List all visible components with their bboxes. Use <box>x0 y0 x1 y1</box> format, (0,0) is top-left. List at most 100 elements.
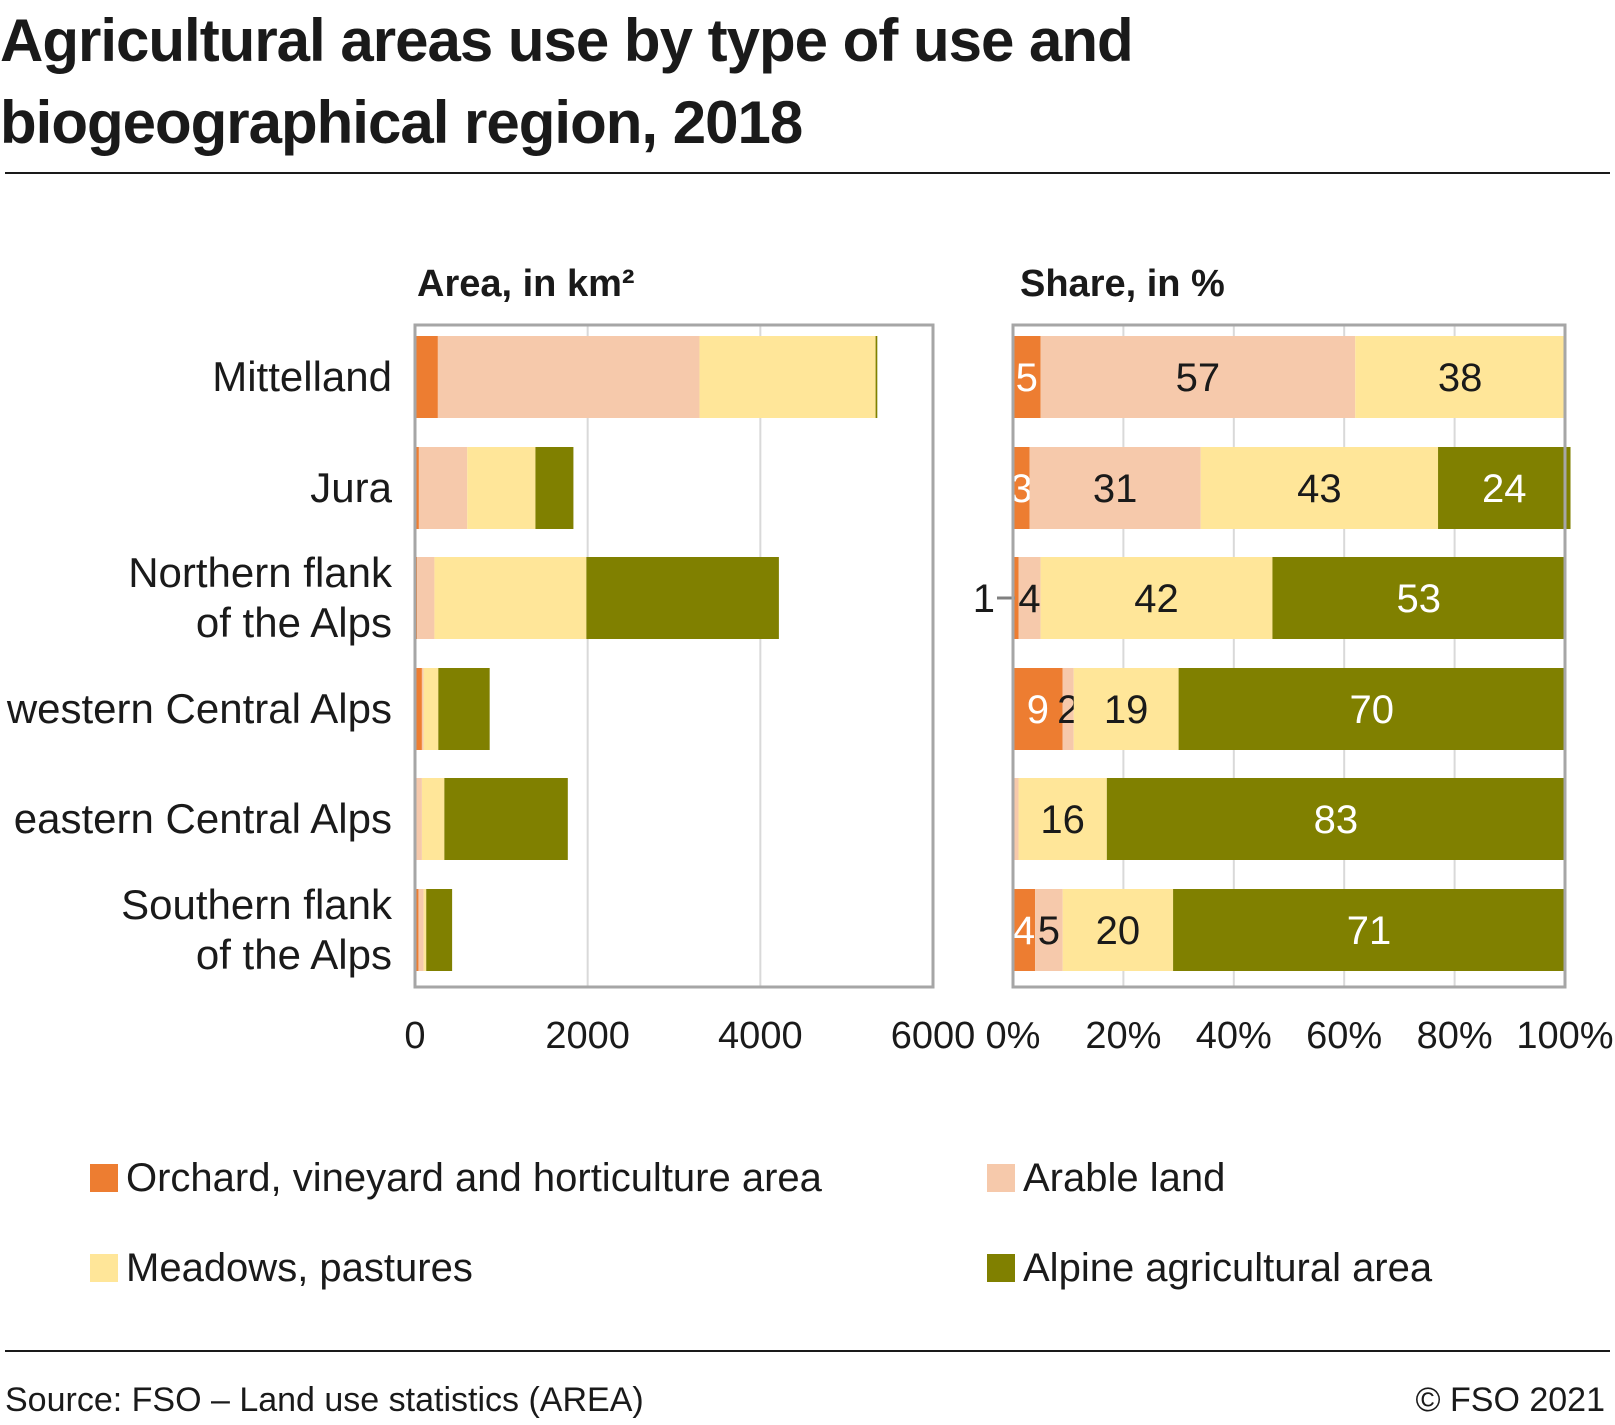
bar-0-1-2 <box>467 447 536 529</box>
bar-0-0-3 <box>875 336 878 418</box>
bar-label-1-2-3: 53 <box>1396 577 1441 621</box>
bar-0-0-2 <box>699 336 876 418</box>
x-tick-label-0-3: 6000 <box>891 1015 976 1057</box>
x-tick-label-1-5: 100% <box>1516 1015 1613 1057</box>
header-rule <box>5 172 1610 174</box>
bar-0-1-0 <box>415 447 419 529</box>
bar-1-2-1 <box>1018 557 1041 639</box>
footer-rule <box>5 1350 1610 1352</box>
bar-0-2-1 <box>417 557 435 639</box>
bar-1-3-3 <box>1178 668 1565 750</box>
panel-title-0: Area, in km² <box>417 263 635 305</box>
bar-1-3-2 <box>1073 668 1179 750</box>
bar-label-1-0-2: 38 <box>1438 356 1483 400</box>
legend-swatch-orchard <box>90 1164 118 1192</box>
category-label-line: of the Alps <box>196 599 392 646</box>
bar-1-2-3 <box>1272 557 1565 639</box>
x-tick-label-0-0: 0 <box>404 1015 425 1057</box>
copyright-note: © FSO 2021 <box>1415 1381 1605 1419</box>
legend-item-orchard: Orchard, vineyard and horticulture area <box>90 1153 822 1203</box>
bar-1-5-1 <box>1035 889 1063 971</box>
bar-label-1-3-0: 9 <box>1027 688 1049 732</box>
plot-frame-0 <box>413 323 935 989</box>
plot-frame-1 <box>1011 323 1567 989</box>
bar-label-1-5-3: 71 <box>1347 909 1392 953</box>
bar-0-1-3 <box>535 447 574 529</box>
bar-0-4-3 <box>444 778 568 860</box>
bar-1-4-2 <box>1018 778 1107 860</box>
bar-1-0-1 <box>1040 336 1356 418</box>
bar-1-5-3 <box>1173 889 1565 971</box>
chart-title-line-2: biogeographical region, 2018 <box>0 89 803 156</box>
bar-label-1-5-2: 20 <box>1096 909 1141 953</box>
bar-label-1-4-3: 83 <box>1314 798 1359 842</box>
legend-swatch-meadows <box>90 1254 118 1282</box>
legend-swatch-alpine <box>987 1254 1015 1282</box>
bar-1-4-3 <box>1106 778 1565 860</box>
legend-item-arable: Arable land <box>987 1153 1225 1203</box>
bar-1-1-2 <box>1200 447 1439 529</box>
bar-label-1-2-2: 42 <box>1134 577 1179 621</box>
bar-0-2-2 <box>434 557 587 639</box>
bar-0-3-2 <box>423 668 439 750</box>
bar-1-2-2 <box>1040 557 1273 639</box>
category-label-line: Southern flank <box>121 881 393 928</box>
bar-0-1-1 <box>418 447 468 529</box>
category-label-2: Northern flank of the Alps <box>128 549 393 646</box>
x-tick-label-1-3: 60% <box>1306 1015 1382 1057</box>
legend-label-alpine: Alpine agricultural area <box>1023 1246 1433 1290</box>
bar-0-2-3 <box>586 557 779 639</box>
bar-1-1-3 <box>1438 447 1571 529</box>
bar-label-1-0-1: 57 <box>1176 356 1221 400</box>
bar-label-1-2-1: 4 <box>1018 577 1040 621</box>
bar-1-5-2 <box>1062 889 1174 971</box>
x-tick-label-0-2: 4000 <box>718 1015 803 1057</box>
bar-0-5-3 <box>426 889 453 971</box>
bar-label-1-3-3: 70 <box>1350 688 1395 732</box>
panel-title-1: Share, in % <box>1020 263 1225 305</box>
x-tick-label-1-4: 80% <box>1417 1015 1493 1057</box>
bar-1-1-0 <box>1013 447 1030 529</box>
bar-label-1-5-0: 4 <box>1013 909 1035 953</box>
chart-title: Agricultural areas use by type of use an… <box>0 0 1615 164</box>
category-label-line: Jura <box>310 464 392 511</box>
source-note: Source: FSO – Land use statistics (AREA) <box>5 1381 644 1419</box>
bar-1-3-1 <box>1062 668 1074 750</box>
legend-label-meadows: Meadows, pastures <box>126 1246 473 1290</box>
category-label-0: Mittelland <box>212 353 392 400</box>
legend-item-alpine: Alpine agricultural area <box>987 1243 1432 1293</box>
category-label-line: Northern flank <box>128 549 393 596</box>
bar-0-5-2 <box>423 889 427 971</box>
legend-label-arable: Arable land <box>1023 1156 1226 1200</box>
bar-label-1-2-0: 1 <box>973 577 995 621</box>
bar-0-4-1 <box>415 778 422 860</box>
x-tick-label-0-1: 2000 <box>545 1015 630 1057</box>
legend-label-orchard: Orchard, vineyard and horticulture area <box>126 1156 822 1200</box>
category-label-5: Southern flank of the Alps <box>121 881 393 978</box>
bar-0-3-0 <box>415 668 422 750</box>
bar-label-1-1-2: 43 <box>1297 467 1342 511</box>
x-tick-label-1-0: 0% <box>986 1015 1041 1057</box>
chart-title-line-1: Agricultural areas use by type of use an… <box>0 7 1134 74</box>
bar-1-5-0 <box>1013 889 1036 971</box>
bar-label-1-1-3: 24 <box>1482 467 1527 511</box>
bar-0-3-3 <box>438 668 490 750</box>
category-label-4: eastern Central Alps <box>14 795 392 842</box>
x-tick-label-1-1: 20% <box>1085 1015 1161 1057</box>
chart-area: Area, in km² 0 2000 4000 6000 Share, in % 0% 20… <box>6 263 1614 1057</box>
category-label-3: western Central Alps <box>6 685 392 732</box>
legend-item-meadows: Meadows, pastures <box>90 1243 473 1293</box>
bar-label-1-1-0: 3 <box>1010 467 1032 511</box>
x-tick-label-1-2: 40% <box>1196 1015 1272 1057</box>
legend-swatch-arable <box>987 1164 1015 1192</box>
bar-1-1-1 <box>1029 447 1201 529</box>
bar-label-1-0-0: 5 <box>1016 356 1038 400</box>
category-label-line: western Central Alps <box>6 685 392 732</box>
bar-1-2-0 <box>1013 557 1019 639</box>
bar-0-5-1 <box>418 889 424 971</box>
bar-1-0-2 <box>1355 336 1565 418</box>
category-label-1: Jura <box>310 464 392 511</box>
bar-0-4-2 <box>421 778 445 860</box>
bar-label-1-1-1: 31 <box>1093 467 1138 511</box>
bar-0-0-0 <box>415 336 438 418</box>
